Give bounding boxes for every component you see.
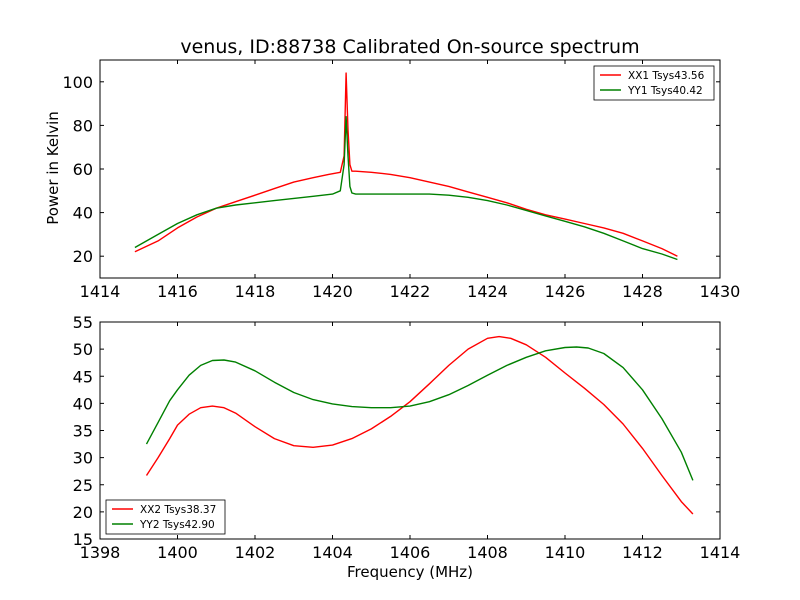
legend-entry: XX1 Tsys43.56 [628, 70, 705, 82]
bottom-x-axis-label: Frequency (MHz) [347, 563, 473, 581]
legend-2: XX2 Tsys38.37 YY2 Tsys42.90 [105, 499, 226, 535]
y-tick-label: 50 [73, 340, 93, 359]
top-plot: Power in Kelvin 1414 1416 1418 1420 1422 1424… [44, 59, 741, 301]
x-tick-label: 1402 [235, 543, 276, 562]
x-tick-label: 1418 [235, 282, 276, 301]
x-tick-label: 1398 [80, 543, 121, 562]
x-tick-label: 1424 [467, 282, 508, 301]
x-tick-label: 1420 [312, 282, 353, 301]
x-tick-label: 1400 [157, 543, 198, 562]
legend-entry: YY2 Tsys42.90 [139, 519, 215, 531]
series-line-1-2 [134, 115, 678, 261]
x-tick-label: 1428 [622, 282, 663, 301]
x-tick-label: 1410 [545, 543, 586, 562]
y-tick-label: 40 [73, 394, 93, 413]
y-tick-label: 100 [62, 73, 93, 92]
y-tick-label: 30 [73, 449, 93, 468]
legend-entry: XX2 Tsys38.37 [140, 504, 216, 516]
y-tick-label: 35 [73, 422, 93, 441]
series-line-2-1 [145, 335, 694, 515]
y-tick-label: 60 [73, 160, 93, 179]
x-tick-label: 1426 [545, 282, 586, 301]
y-tick-label: 80 [73, 116, 93, 135]
y-tick-label: 45 [73, 367, 93, 386]
top-y-axis-label: Power in Kelvin [44, 111, 62, 225]
series-line-1-1 [134, 72, 678, 257]
x-tick-label: 1416 [157, 282, 198, 301]
y-tick-label: 15 [73, 530, 93, 549]
x-tick-label: 1414 [80, 282, 121, 301]
y-tick-label: 55 [73, 313, 93, 332]
y-tick-label: 25 [73, 476, 93, 495]
bottom-plot: Frequency (MHz) 1398 1400 1402 1404 1406 1408… [73, 313, 741, 581]
y-tick-label: 40 [73, 204, 93, 223]
x-tick-label: 1430 [700, 282, 741, 301]
y-tick-label: 20 [73, 247, 93, 266]
y-tick-label: 20 [73, 503, 93, 522]
x-tick-label: 1412 [622, 543, 663, 562]
x-tick-label: 1406 [390, 543, 431, 562]
series-line-2-2 [145, 346, 694, 481]
x-tick-label: 1422 [390, 282, 431, 301]
x-tick-label: 1408 [467, 543, 508, 562]
legend-1: XX1 Tsys43.56 YY1 Tsys40.42 [593, 65, 715, 101]
legend-box [105, 499, 226, 535]
x-tick-label: 1414 [700, 543, 741, 562]
x-tick-label: 1404 [312, 543, 353, 562]
legend-entry: YY1 Tsys40.42 [627, 85, 703, 97]
chart-title: venus, ID:88738 Calibrated On-source spe… [180, 36, 639, 58]
legend-box [593, 65, 715, 101]
